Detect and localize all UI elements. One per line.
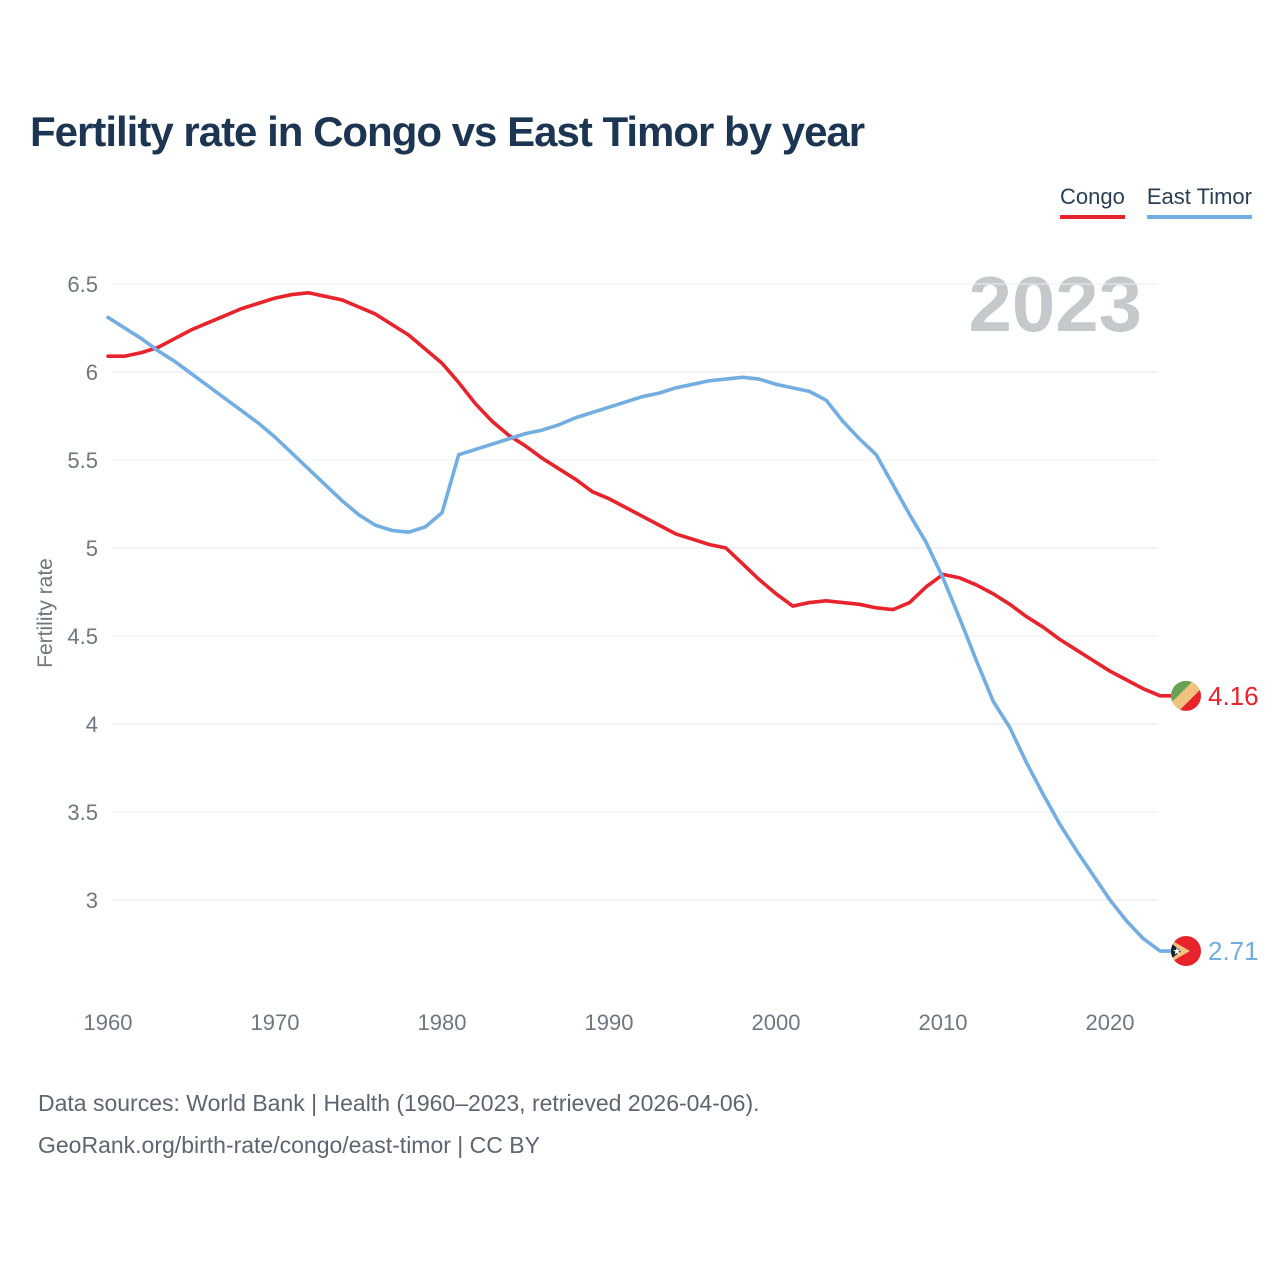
x-axis-tick-labels: 1960 1970 1980 1990 2000 2010 2020 — [84, 1010, 1135, 1035]
svg-text:5.5: 5.5 — [67, 448, 98, 473]
svg-text:2000: 2000 — [752, 1010, 801, 1035]
east-timor-series-line[interactable] — [106, 315, 1173, 953]
congo-end-marker: 4.16 — [1171, 681, 1259, 711]
svg-text:1970: 1970 — [251, 1010, 300, 1035]
svg-text:1960: 1960 — [84, 1010, 133, 1035]
svg-text:2010: 2010 — [919, 1010, 968, 1035]
congo-series-line[interactable] — [106, 290, 1173, 698]
data-source-line1: Data sources: World Bank | Health (1960–… — [38, 1090, 760, 1116]
svg-text:2020: 2020 — [1086, 1010, 1135, 1035]
star-icon: ★ — [1173, 947, 1182, 958]
y-axis-tick-labels: 6.5 6 5.5 5 4.5 4 3.5 3 — [67, 272, 98, 913]
svg-text:3.5: 3.5 — [67, 800, 98, 825]
data-source-note: Data sources: World Bank | Health (1960–… — [38, 1082, 760, 1166]
legend-item-east-timor[interactable]: East Timor — [1146, 184, 1252, 219]
east-timor-flag-icon: ★ — [1171, 936, 1201, 967]
svg-text:6.5: 6.5 — [67, 272, 98, 297]
legend: Congo East Timor — [1060, 184, 1252, 219]
fertility-line-chart: 6.5 6 5.5 5 4.5 4 3.5 3 1960 1970 1980 1990 2000 201… — [67, 272, 1259, 1035]
data-source-line2: GeoRank.org/birth-rate/congo/east-timor … — [38, 1132, 540, 1158]
watermark-year: 2023 — [960, 263, 1150, 346]
gridlines — [112, 283, 1158, 901]
legend-item-congo[interactable]: Congo — [1060, 184, 1125, 219]
congo-flag-icon — [1171, 680, 1201, 711]
svg-text:5: 5 — [86, 536, 98, 561]
svg-text:3: 3 — [86, 888, 98, 913]
svg-text:4: 4 — [86, 712, 98, 737]
svg-text:1980: 1980 — [418, 1010, 467, 1035]
congo-end-value: 4.16 — [1208, 681, 1259, 711]
svg-text:1990: 1990 — [585, 1010, 634, 1035]
east-timor-end-value: 2.71 — [1208, 936, 1259, 966]
east-timor-end-marker: ★ 2.71 — [1171, 936, 1259, 967]
svg-text:4.5: 4.5 — [67, 624, 98, 649]
page-title: Fertility rate in Congo vs East Timor by… — [30, 108, 865, 155]
svg-text:6: 6 — [86, 360, 98, 385]
